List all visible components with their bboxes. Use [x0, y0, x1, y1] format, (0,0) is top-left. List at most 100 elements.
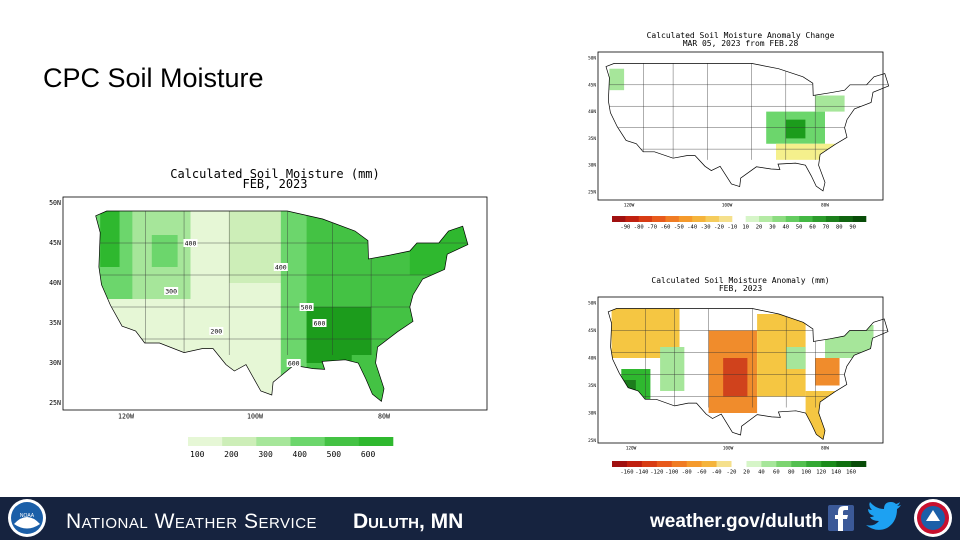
legend-label: 120 [816, 470, 826, 476]
lat-label: 50N [588, 300, 596, 306]
legend-swatch [612, 216, 626, 222]
lat-label: 35N [49, 319, 61, 327]
legend-label: 500 [327, 450, 342, 459]
legend-label: -80 [634, 225, 644, 231]
legend-swatch [656, 461, 673, 467]
map-frame [62, 196, 488, 411]
lat-label: 40N [588, 355, 596, 361]
contour-label: 300 [165, 288, 177, 296]
lat-label: 35N [588, 136, 596, 142]
legend-label: 60 [773, 470, 780, 476]
region [609, 68, 625, 91]
lat-label: 45N [588, 82, 596, 88]
legend-swatch [761, 461, 777, 467]
legend-swatch [839, 216, 853, 222]
legend-swatch [638, 216, 653, 222]
lon-label: 120W [118, 413, 134, 421]
legend-label: 80 [836, 225, 843, 231]
map-frame [597, 51, 884, 201]
legend-label: -50 [674, 225, 684, 231]
legend-swatch [836, 461, 852, 467]
legend-swatch [806, 461, 822, 467]
lat-label: 50N [588, 55, 596, 61]
legend-swatch [665, 216, 680, 222]
region [660, 347, 685, 391]
lat-label: 40N [49, 279, 61, 287]
legend-swatch [701, 461, 717, 467]
us-outline [607, 308, 889, 441]
legend-swatch [718, 216, 733, 222]
footer-bar [0, 497, 960, 540]
lat-label: 25N [588, 438, 596, 444]
legend-label: 70 [823, 225, 830, 231]
legend-swatch [678, 216, 693, 222]
legend-label: -160 [620, 470, 633, 476]
lon-label: 80W [378, 413, 390, 421]
lat-label: 30N [588, 163, 596, 169]
legend-swatch [612, 461, 628, 467]
legend-swatch [852, 216, 867, 222]
legend-swatch [716, 461, 732, 467]
contour-label-bg [183, 239, 198, 247]
legend-label: 10 [742, 225, 749, 231]
legend-swatch [812, 216, 827, 222]
map-frame [597, 296, 884, 444]
lon-label: 80W [821, 445, 829, 451]
legend-label: -120 [650, 470, 663, 476]
contour-label-bg [299, 303, 314, 311]
noaa-bird [14, 517, 40, 529]
contour-label-bg [312, 319, 327, 327]
legend-swatch [222, 437, 257, 446]
legend-swatch [825, 216, 840, 222]
lat-label: 25N [49, 399, 61, 407]
legend-label: -60 [697, 470, 707, 476]
legend-label: 100 [190, 450, 205, 459]
legend-swatch [625, 216, 640, 222]
legend-label: 140 [831, 470, 841, 476]
legend-label: 50 [796, 225, 803, 231]
facebook-f [835, 506, 848, 531]
us-outline [95, 210, 469, 403]
url[interactable]: weather.gov/duluth [649, 511, 823, 532]
legend-swatch [652, 216, 666, 222]
legend-swatch [746, 461, 762, 467]
region [815, 95, 845, 112]
legend-label: -40 [687, 225, 697, 231]
region [100, 211, 120, 267]
legend-swatch [324, 437, 360, 446]
map-title: Calculated Soil Moisture Anomaly Change [647, 31, 835, 40]
contour-label-bg [286, 359, 301, 367]
legend-label: 300 [258, 450, 273, 459]
legend-label: -60 [661, 225, 671, 231]
nws-logo-mark [926, 510, 940, 521]
legend-swatch [686, 461, 702, 467]
legend-swatch [256, 437, 291, 446]
legend-swatch [671, 461, 688, 467]
legend-label: -40 [712, 470, 722, 476]
lat-label: 30N [49, 359, 61, 367]
legend-label: -140 [635, 470, 648, 476]
lat-label: 45N [49, 239, 61, 247]
us-outline [605, 63, 890, 192]
contour-label: 600 [288, 360, 300, 368]
legend-label: 600 [361, 450, 376, 459]
map-title: Calculated Soil Moisture Anomaly (mm) [651, 276, 829, 285]
legend-label: -30 [701, 225, 711, 231]
lon-label: 120W [624, 202, 635, 208]
lat-label: 45N [588, 328, 596, 334]
lat-label: 50N [49, 199, 61, 207]
lon-label: 120W [626, 445, 637, 451]
contour-label: 200 [210, 328, 222, 336]
legend-label: 20 [743, 470, 750, 476]
legend-label: 400 [293, 450, 308, 459]
twitter-icon[interactable] [866, 502, 901, 530]
legend-swatch [188, 437, 223, 446]
legend-label: 40 [782, 225, 789, 231]
legend-label: -80 [682, 470, 692, 476]
legend-swatch [705, 216, 720, 222]
contour-label: 600 [314, 320, 326, 328]
map-title: FEB, 2023 [242, 177, 307, 191]
noaa-text: NOAA [20, 513, 35, 519]
lat-label: 30N [588, 410, 596, 416]
